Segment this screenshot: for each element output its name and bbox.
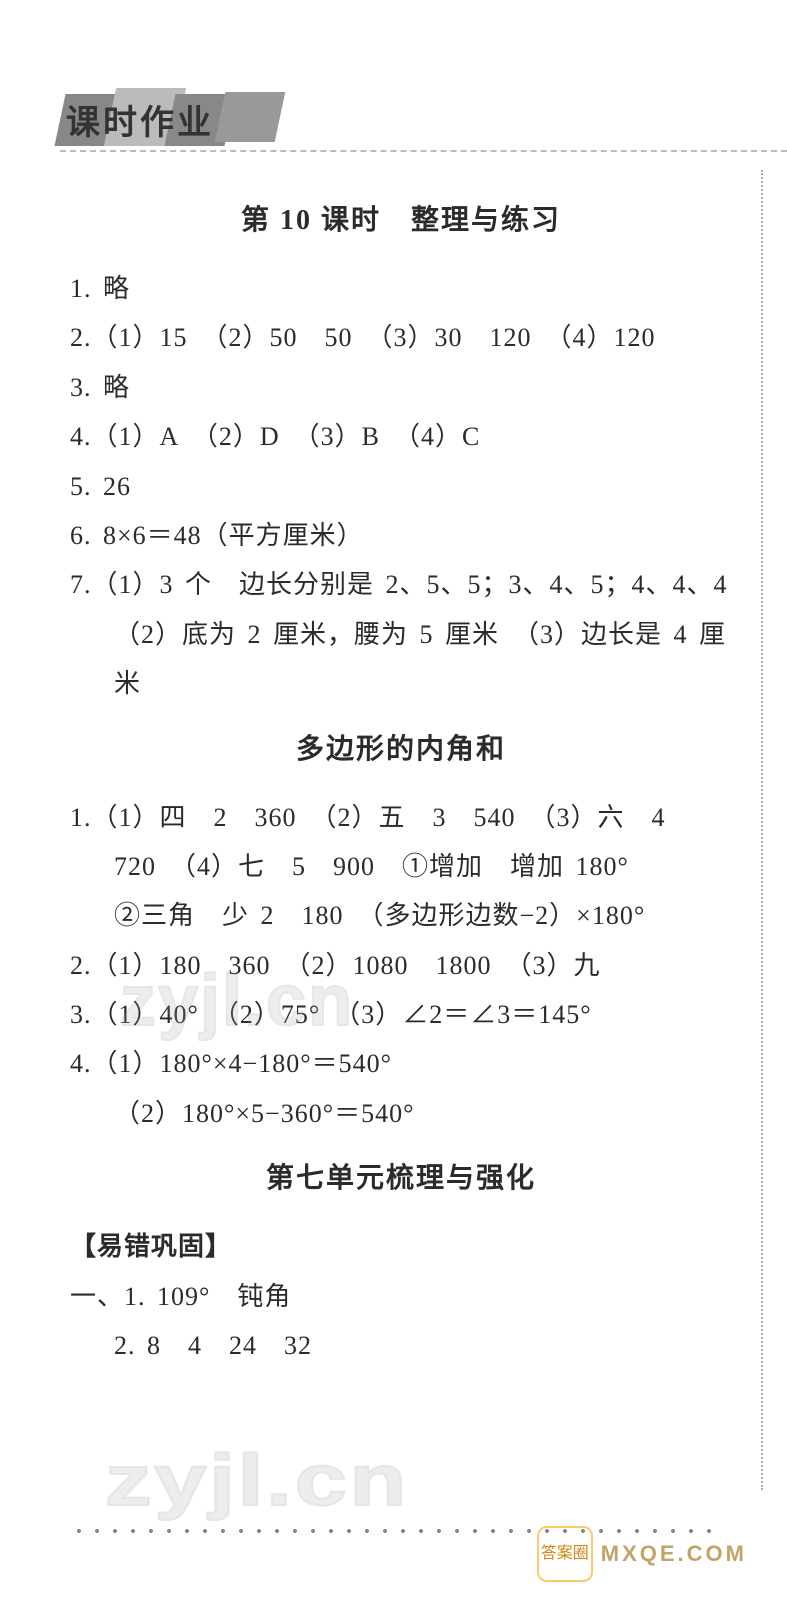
content-region: 第 10 课时 整理与练习 1. 略 2.（1）15 （2）50 50 （3）3… — [0, 160, 787, 1390]
answer-line: 3.（1）40° （2）75° （3）∠2＝∠3＝145° — [70, 990, 732, 1039]
header-dashed-line — [60, 150, 787, 152]
header-shape — [215, 92, 286, 142]
header-title: 课时作业 — [60, 95, 214, 144]
answer-line: 2.（1）15 （2）50 50 （3）30 120 （4）120 — [70, 313, 732, 362]
footer-logo: 答案圈 — [537, 1526, 593, 1582]
unit7-subheading: 【易错巩固】 — [70, 1222, 732, 1271]
answer-line: ②三角 少 2 180 （多边形边数−2）×180° — [70, 891, 732, 940]
answer-line: 4.（1）180°×4−180°＝540° — [70, 1039, 732, 1088]
answer-line: 3. 略 — [70, 363, 732, 412]
lesson-title: 第 10 课时 整理与练习 — [70, 198, 732, 238]
answer-line: （2）180°×5−360°＝540° — [70, 1089, 732, 1138]
answer-line: 4.（1）A （2）D （3）B （4）C — [70, 412, 732, 461]
page-header: 课时作业 — [0, 0, 787, 160]
page: 课时作业 第 10 课时 整理与练习 1. 略 2.（1）15 （2）50 50… — [0, 0, 787, 1600]
answer-line: 2.（1）180 360 （2）1080 1800 （3）九 — [70, 941, 732, 990]
unit7-title: 第七单元梳理与强化 — [70, 1156, 732, 1196]
watermark-text: zyjl.cn — [105, 1440, 409, 1522]
right-dotted-rule — [761, 170, 763, 1490]
answer-line: 1.（1）四 2 360 （2）五 3 540 （3）六 4 — [70, 793, 732, 842]
polygon-title: 多边形的内角和 — [70, 727, 732, 767]
answer-line: 6. 8×6＝48（平方厘米） — [70, 511, 732, 560]
footer: 答案圈 MXQE.COM — [537, 1526, 747, 1582]
answer-line: （2）底为 2 厘米，腰为 5 厘米 （3）边长是 4 厘米 — [70, 610, 732, 709]
answer-line: 一、1. 109° 钝角 — [70, 1272, 732, 1321]
footer-logo-label: 答案圈 — [541, 1545, 589, 1563]
answer-line: 720 （4）七 5 900 ①增加 增加 180° — [70, 842, 732, 891]
answer-line: 1. 略 — [70, 264, 732, 313]
answer-line: 7.（1）3 个 边长分别是 2、5、5；3、4、5；4、4、4 — [70, 560, 732, 609]
answer-line: 5. 26 — [70, 462, 732, 511]
header-badge: 课时作业 — [60, 88, 340, 150]
answer-line: 2. 8 4 24 32 — [70, 1321, 732, 1370]
footer-site-label: MXQE.COM — [601, 1541, 747, 1567]
